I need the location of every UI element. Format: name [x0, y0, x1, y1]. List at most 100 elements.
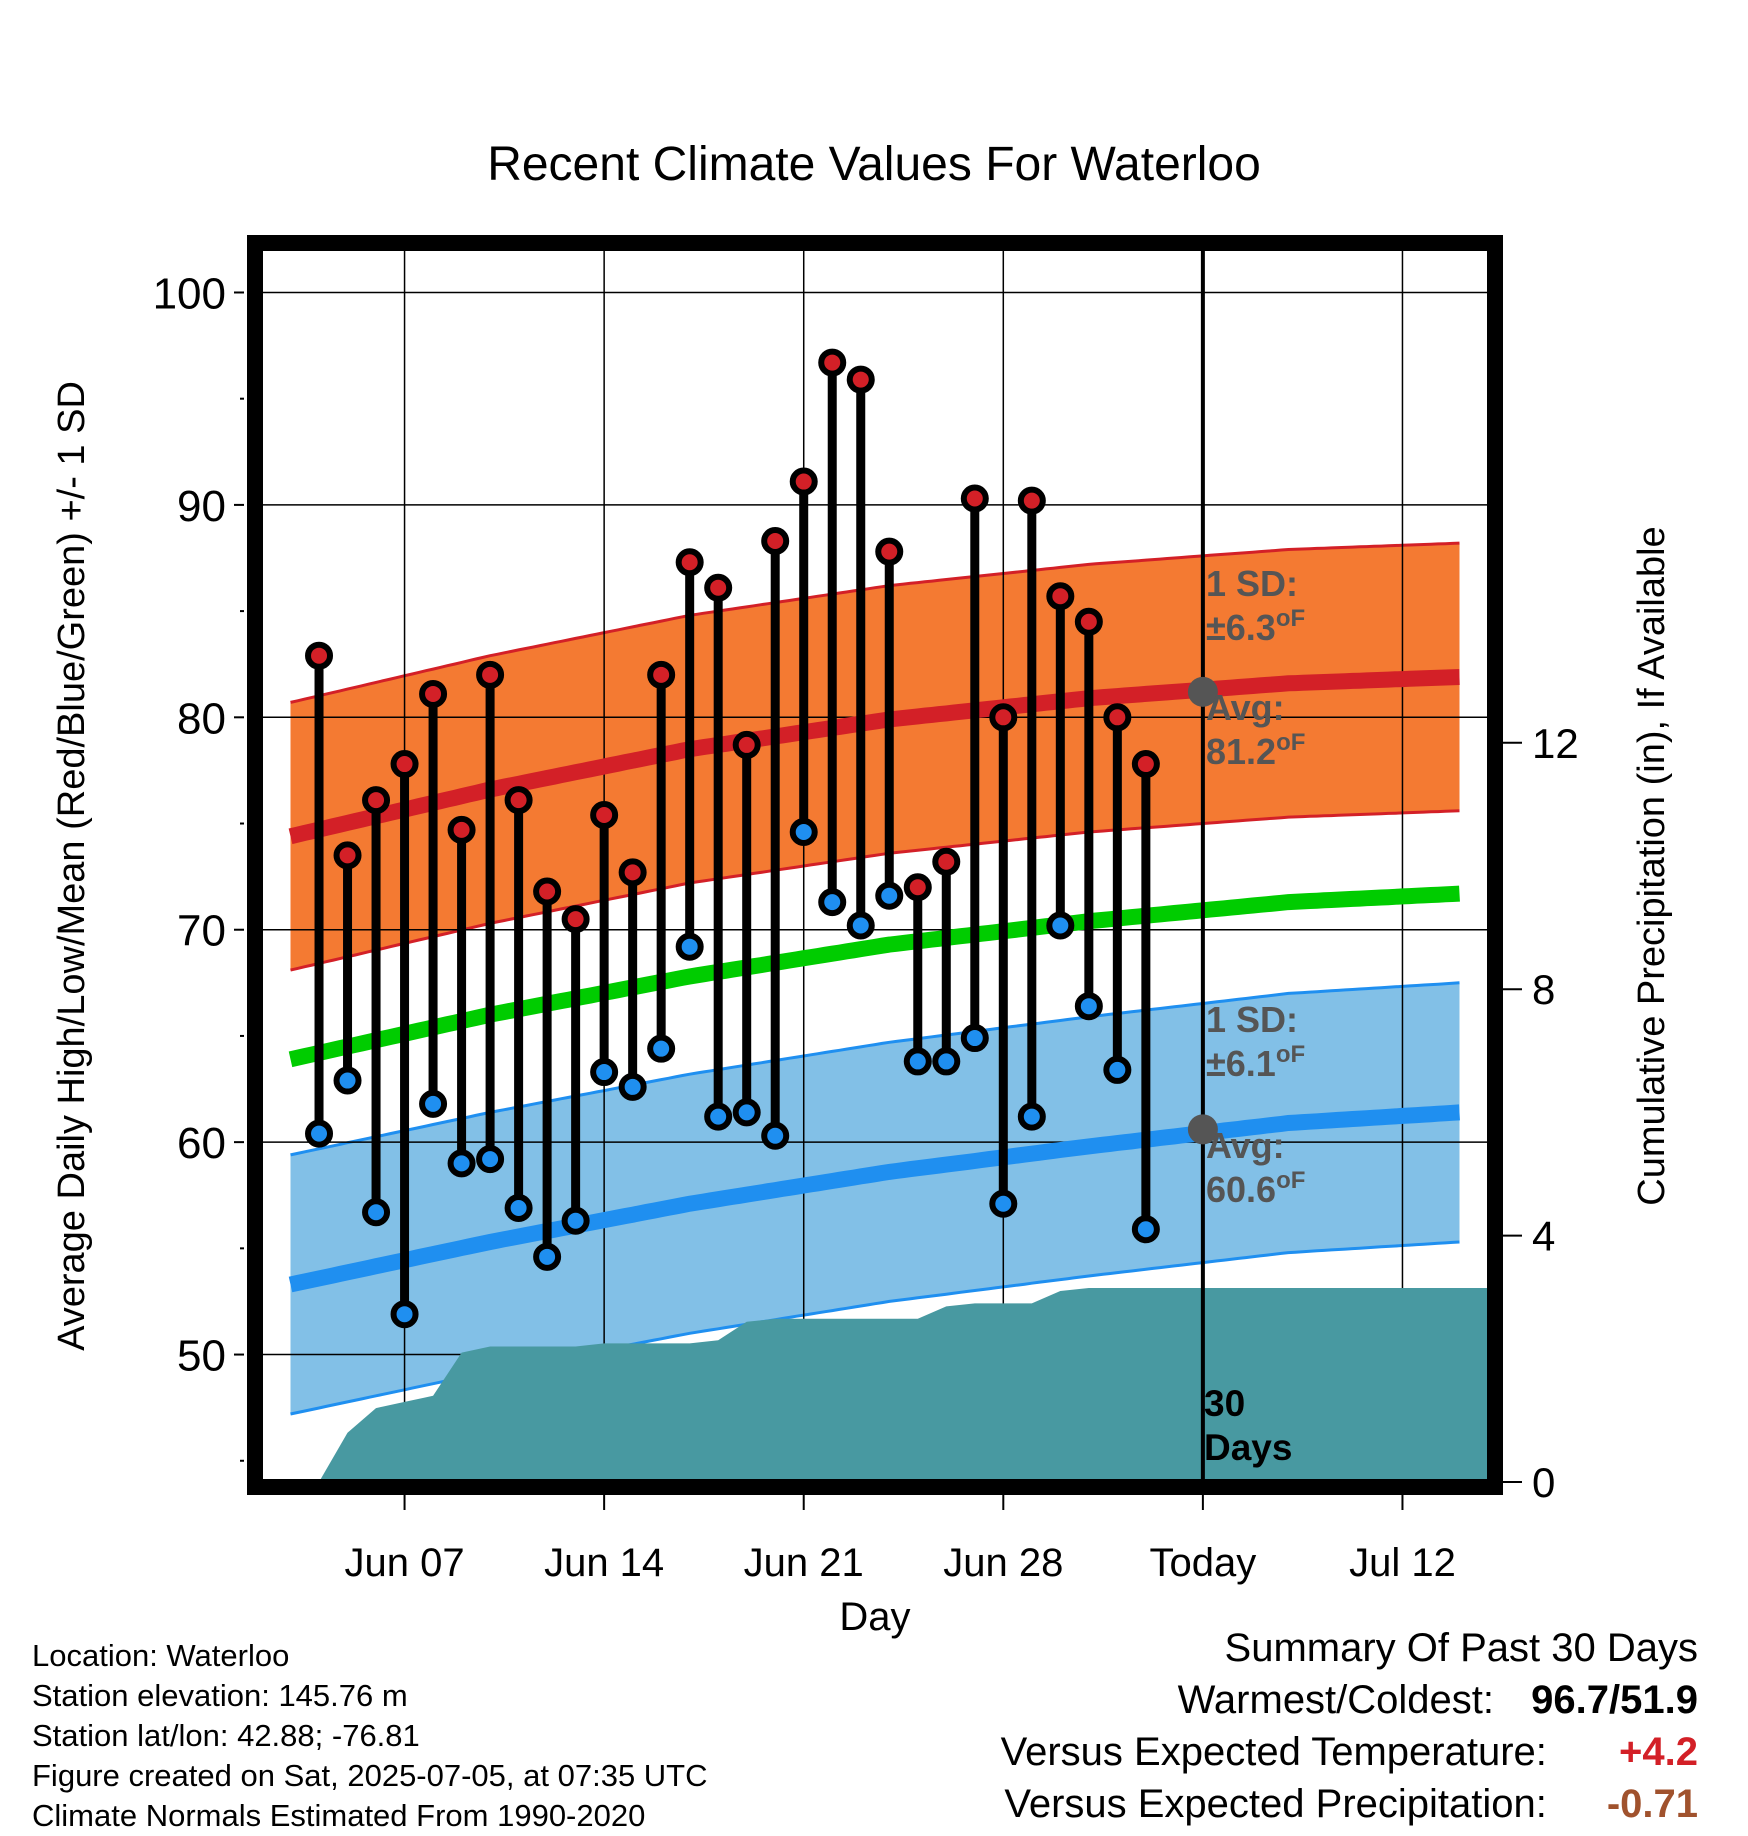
x-tick-label: Today [1150, 1541, 1257, 1585]
y2-tick-label: 0 [1532, 1459, 1555, 1506]
high-avg-unit: oF [1276, 729, 1305, 756]
low-temp-point [390, 1300, 419, 1329]
low-temp-point [875, 881, 904, 910]
low-temp-point [932, 1047, 961, 1076]
summary-temp-row: Versus Expected Temperature: +4.2 [1001, 1726, 1698, 1778]
low-sd-unit: oF [1276, 1041, 1305, 1068]
low-temp-point [647, 1034, 676, 1063]
warmest-value: 96.7 [1531, 1678, 1610, 1722]
y2-tick-label: 12 [1532, 720, 1579, 767]
low-temp-point [1131, 1215, 1160, 1244]
x-tick-label: Jun 28 [943, 1541, 1063, 1585]
low-temp-point [789, 818, 818, 847]
high-band-upper-edge [290, 541, 1460, 704]
y2-tick-label: 8 [1532, 966, 1555, 1013]
high-temp-point [846, 365, 875, 394]
normals-text: Climate Normals Estimated From 1990-2020 [32, 1798, 646, 1833]
low-avg-unit: oF [1276, 1167, 1305, 1194]
days-label-line1: 30 [1204, 1383, 1245, 1424]
coldest-value: 51.9 [1620, 1678, 1698, 1722]
high-temp-point [989, 703, 1018, 732]
precip-label: Versus Expected Precipitation: [1004, 1782, 1547, 1826]
low-temp-point [476, 1145, 505, 1174]
warmest-coldest-value: 96.7/51.9 [1531, 1674, 1698, 1726]
precip-anomaly-value: -0.71 [1606, 1782, 1698, 1826]
y2-axis-label: Cumulative Precipitation (in), If Availa… [1631, 526, 1673, 1205]
high-temp-point [1103, 703, 1132, 732]
high-temp-point [732, 730, 761, 759]
high-avg-line [288, 669, 1460, 845]
low-temp-point [1074, 992, 1103, 1021]
high-sd-band [290, 543, 1460, 971]
high-temp-point [1131, 750, 1160, 779]
low-temp-point [618, 1072, 647, 1101]
high-temp-point [647, 660, 676, 689]
elevation-text: Station elevation: 145.76 m [32, 1678, 408, 1713]
high-temp-point [1074, 607, 1103, 636]
low-temp-point [989, 1189, 1018, 1218]
mean-avg-line [288, 885, 1460, 1068]
y-tick-label: 70 [177, 907, 226, 956]
high-temp-point [333, 841, 362, 870]
y-tick-label: 80 [177, 694, 226, 743]
low-temp-point [362, 1198, 391, 1227]
high-temp-point [675, 548, 704, 577]
summary-panel: Summary Of Past 30 Days Warmest/Coldest:… [1001, 1622, 1698, 1830]
low-temp-point [447, 1149, 476, 1178]
high-temp-point [390, 750, 419, 779]
high-temp-point [305, 641, 334, 670]
low-temp-point [960, 1024, 989, 1053]
high-temp-point [960, 484, 989, 513]
low-band-upper-edge [290, 981, 1460, 1157]
x-tick-label: Jun 21 [744, 1541, 864, 1585]
created-text: Figure created on Sat, 2025-07-05, at 07… [32, 1758, 708, 1793]
today-low-avg-marker [1187, 1114, 1218, 1145]
x-tick-label: Jun 07 [345, 1541, 465, 1585]
x-tick-label: Jul 12 [1349, 1541, 1456, 1585]
low-temp-point [761, 1121, 790, 1150]
high-temp-point [875, 537, 904, 566]
low-temp-point [818, 888, 847, 917]
high-temp-point [1017, 486, 1046, 515]
high-temp-point [789, 467, 818, 496]
low-temp-point [846, 911, 875, 940]
high-temp-point [447, 815, 476, 844]
x-axis-ticks: Jun 07 Jun 14 Jun 21 Jun 28 Today Jul 12 [345, 1495, 1456, 1585]
high-temp-point [504, 786, 533, 815]
low-temp-point [561, 1206, 590, 1235]
high-band-lower-edge [290, 809, 1460, 972]
low-sd-band [290, 982, 1460, 1414]
high-temp-point [561, 905, 590, 934]
days-label-line2: Days [1204, 1427, 1292, 1468]
plot-frame [247, 235, 1503, 1495]
y-tick-label: 50 [177, 1332, 226, 1381]
precip-area-layer [319, 1288, 1488, 1482]
low-avg-label-line2: 60.6oF [1206, 1167, 1305, 1210]
high-avg-label-line1: Avg: [1206, 687, 1285, 728]
location-text: Location: Waterloo [32, 1638, 290, 1673]
high-temp-point [903, 873, 932, 902]
low-temp-point [419, 1089, 448, 1118]
low-temp-point [1103, 1055, 1132, 1084]
high-temp-point [704, 573, 733, 602]
high-temp-point [932, 847, 961, 876]
temp-anomaly-value: +4.2 [1619, 1730, 1698, 1774]
y-axis-ticks: 50 60 70 80 90 100 [153, 269, 244, 1462]
high-temp-point [818, 348, 847, 377]
low-temp-point [1017, 1102, 1046, 1131]
x-tick-label: Jun 14 [544, 1541, 664, 1585]
high-temp-point [618, 858, 647, 887]
high-sd-unit: oF [1276, 605, 1305, 632]
low-sd-label-line2: ±6.1oF [1206, 1041, 1305, 1084]
high-temp-point [362, 786, 391, 815]
warmest-coldest-slash: / [1609, 1678, 1621, 1722]
low-temp-point [333, 1066, 362, 1095]
y-axis-label: Average Daily High/Low/Mean (Red/Blue/Gr… [51, 381, 93, 1351]
station-info: Location: Waterloo Station elevation: 14… [32, 1636, 708, 1836]
daily-stems [314, 362, 1151, 1315]
chart-title: Recent Climate Values For Waterloo [487, 138, 1261, 191]
high-temp-point [419, 679, 448, 708]
low-temp-point [903, 1047, 932, 1076]
y2-tick-label: 4 [1532, 1213, 1555, 1260]
